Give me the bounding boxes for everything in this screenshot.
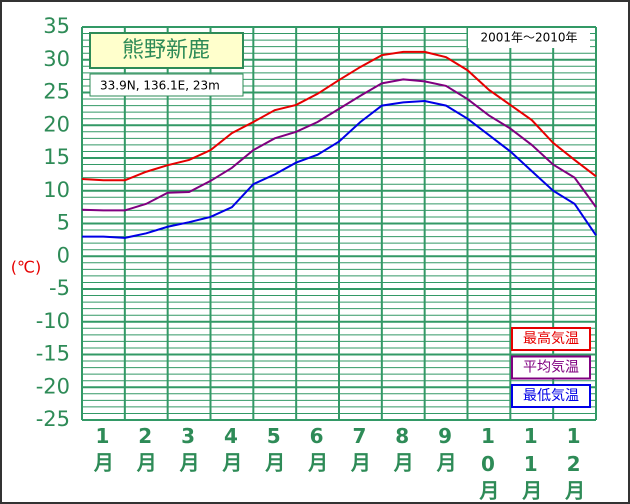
y-tick-label: -10 [36, 309, 70, 333]
series-line [82, 100, 597, 239]
legend-box [511, 355, 591, 380]
x-tick-label: 8月 [390, 424, 415, 476]
y-tick-label: 0 [57, 243, 70, 267]
y-tick-label: -15 [36, 342, 70, 366]
title-box [89, 32, 244, 69]
series-line [81, 50, 597, 182]
y-tick-label: -20 [36, 374, 70, 398]
y-tick-label: 20 [43, 112, 70, 136]
period-box [468, 28, 590, 48]
x-tick-label: 6月 [304, 424, 329, 476]
period: 2001年～2010年 [480, 31, 577, 45]
legend-box [511, 384, 591, 408]
y-tick-label: -25 [36, 407, 70, 431]
y-tick-label: 35 [43, 14, 70, 38]
chart-subtitle: 33.9N, 136.1E, 23m [100, 79, 220, 93]
x-tick-label: 7月 [347, 424, 372, 476]
subtitle-box [89, 73, 244, 97]
x-tick-label: 4月 [218, 424, 243, 476]
y-tick-label: 10 [43, 178, 70, 202]
x-tick-label: 1月 [90, 424, 115, 476]
x-tick-label: 3月 [176, 424, 201, 476]
x-tick-label: 5月 [261, 424, 286, 476]
x-tick-label: 9月 [433, 424, 458, 476]
y-tick-label: 15 [43, 145, 70, 169]
y-tick-label: 5 [57, 211, 70, 235]
legend-label: 平均気温 [523, 360, 579, 376]
y-axis-label: (℃) [11, 258, 41, 277]
y-tick-label: 25 [43, 80, 70, 104]
y-tick-label: 30 [43, 47, 70, 71]
x-tick-label: 10月 [475, 424, 500, 504]
x-tick-label: 2月 [133, 424, 158, 476]
chart-title: 熊野新鹿 [122, 38, 210, 63]
legend-label: 最高気温 [523, 330, 579, 347]
series-line [81, 78, 597, 212]
y-tick-label: -5 [49, 276, 70, 300]
x-tick-label: 11月 [518, 424, 543, 504]
x-tick-label: 12月 [561, 424, 586, 504]
legend-box [511, 327, 591, 351]
legend-label: 最低気温 [523, 388, 579, 404]
